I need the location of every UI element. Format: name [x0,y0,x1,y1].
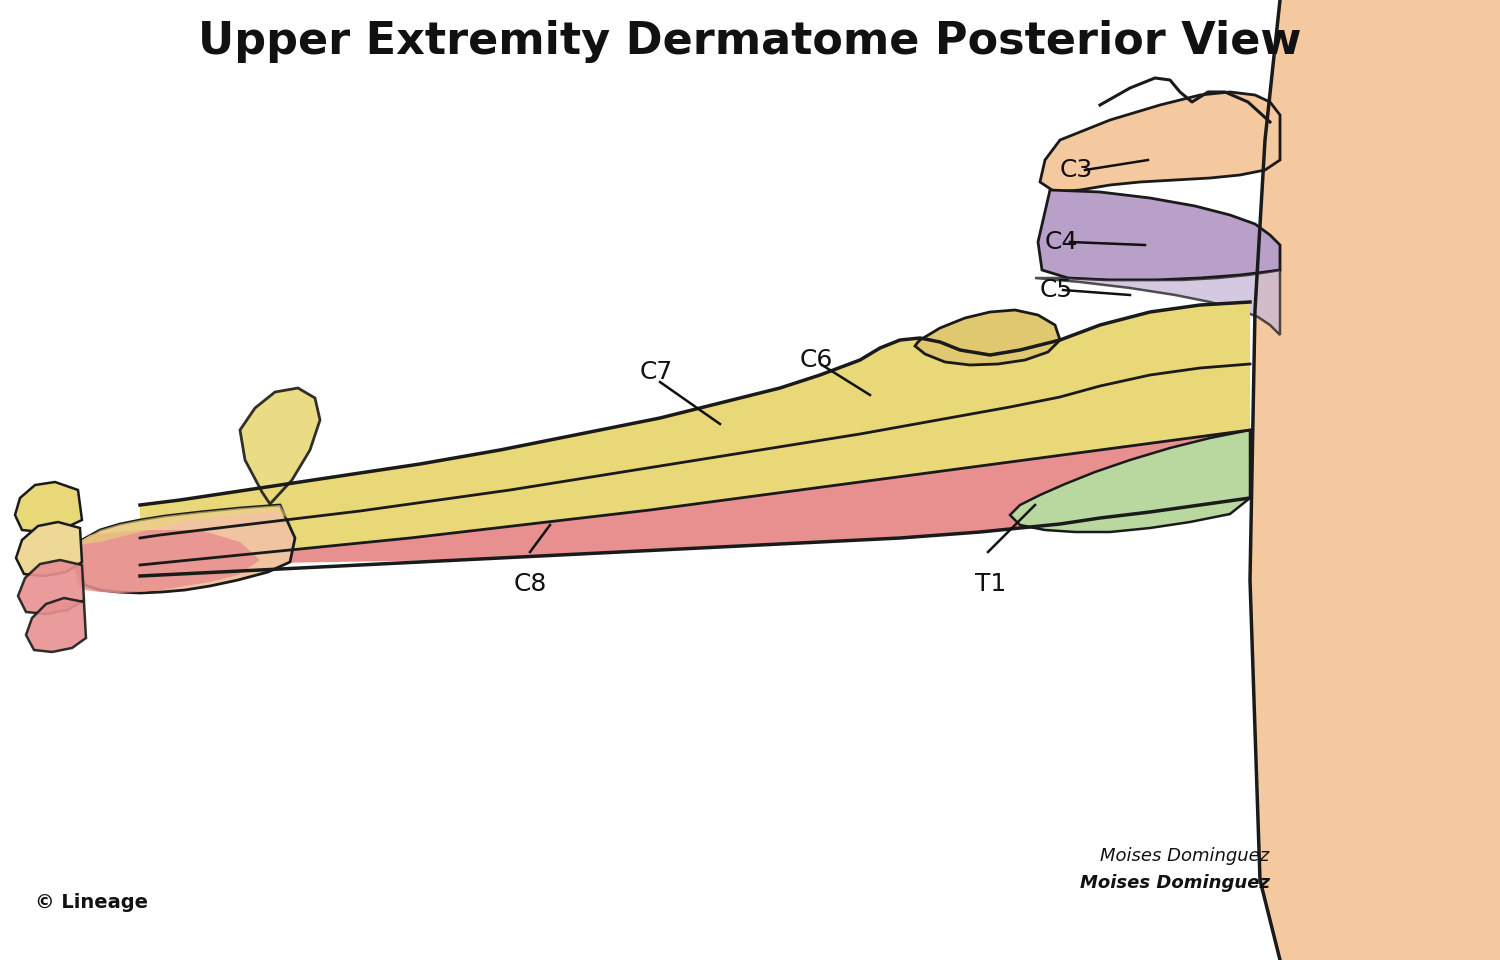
Polygon shape [75,505,296,593]
Polygon shape [240,388,320,504]
Polygon shape [1040,92,1280,192]
Text: Upper Extremity Dermatome Posterior View: Upper Extremity Dermatome Posterior View [198,20,1302,63]
Polygon shape [140,430,1250,565]
Polygon shape [915,310,1060,365]
Text: C3: C3 [1060,158,1094,182]
Polygon shape [1035,270,1280,335]
Polygon shape [16,522,82,576]
Text: C4: C4 [1046,230,1078,254]
Text: C6: C6 [800,348,834,372]
Polygon shape [140,302,1250,538]
Polygon shape [1038,190,1280,280]
Polygon shape [78,505,290,545]
Polygon shape [15,482,82,532]
Text: C5: C5 [1040,278,1072,302]
Text: C8: C8 [513,572,546,596]
Polygon shape [18,560,84,614]
Text: Moises Dominguez: Moises Dominguez [1100,847,1269,865]
Text: © Lineage: © Lineage [34,893,148,912]
Polygon shape [1010,430,1250,532]
Text: C7: C7 [640,360,674,384]
Polygon shape [1250,0,1500,960]
Text: T1: T1 [975,572,1006,596]
Polygon shape [140,364,1250,565]
Polygon shape [75,530,260,593]
Text: Moises Dominguez: Moises Dominguez [1080,874,1270,892]
Polygon shape [26,598,86,652]
